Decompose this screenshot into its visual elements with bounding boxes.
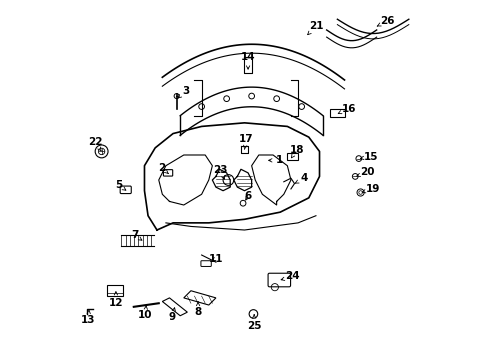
Text: 23: 23: [213, 165, 227, 179]
Text: 8: 8: [194, 302, 201, 317]
Text: 14: 14: [240, 52, 255, 69]
Text: 17: 17: [239, 134, 253, 149]
Text: 9: 9: [168, 308, 176, 322]
Text: 6: 6: [244, 191, 251, 201]
Text: 13: 13: [81, 310, 95, 325]
Text: 24: 24: [281, 271, 300, 282]
Text: 26: 26: [376, 16, 394, 26]
Text: 7: 7: [130, 230, 142, 240]
Text: 4: 4: [295, 173, 307, 183]
Text: 15: 15: [360, 152, 378, 162]
Text: 2: 2: [158, 163, 168, 174]
Text: 19: 19: [362, 184, 380, 194]
Text: 16: 16: [338, 104, 356, 114]
Text: 5: 5: [115, 180, 125, 190]
Bar: [287, 153, 298, 160]
Text: 21: 21: [307, 21, 323, 35]
Text: 10: 10: [138, 306, 152, 320]
Bar: [107, 285, 123, 296]
Text: 20: 20: [356, 167, 374, 177]
Text: 25: 25: [246, 315, 261, 331]
Text: 22: 22: [88, 138, 102, 151]
Text: 18: 18: [289, 145, 304, 158]
Bar: [329, 109, 344, 117]
Text: 1: 1: [268, 156, 283, 165]
Text: 11: 11: [208, 253, 223, 264]
Text: 12: 12: [108, 292, 123, 308]
Text: 3: 3: [178, 86, 189, 98]
